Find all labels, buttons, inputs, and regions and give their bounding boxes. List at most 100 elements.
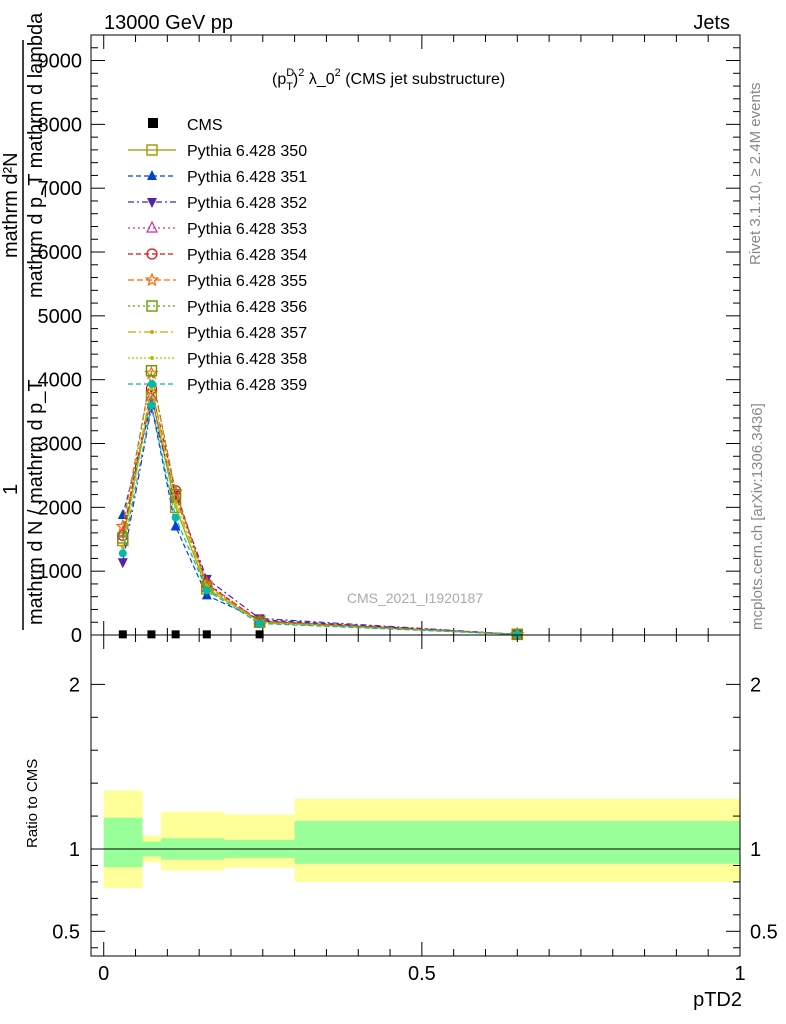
ratio-y-tick-label: 2	[69, 674, 80, 696]
main-y-axis: 0 1000 2000 3000 4000 5000 6000 7000 8000 9000	[38, 34, 740, 647]
ylabel-denominator: mathrm d N / mathrm d p_T	[25, 379, 47, 625]
main-y-tick-label: 0	[71, 625, 82, 647]
legend-marker-350	[146, 144, 158, 156]
legend-marker-352	[147, 198, 157, 208]
ratio-y-tick-label: 1	[69, 839, 80, 861]
legend-label-354: Pythia 6.428 354	[187, 247, 307, 264]
ratio-bands	[103, 790, 740, 888]
legend-label-358: Pythia 6.428 358	[187, 351, 307, 368]
legend-marker-cms	[148, 118, 158, 128]
series-line-358	[122, 387, 518, 635]
legend-marker-359	[148, 380, 156, 388]
main-y-tick-label: 7000	[38, 178, 83, 200]
cms-data-point	[202, 630, 211, 639]
legend-label-357: Pythia 6.428 357	[187, 325, 307, 342]
main-y-tick-label: 2000	[38, 497, 83, 519]
series-point-359	[171, 513, 180, 522]
title-sup-d: D	[286, 67, 294, 79]
legend-label-355: Pythia 6.428 355	[187, 273, 307, 290]
series-point-359	[202, 586, 211, 595]
series-line-351	[122, 405, 518, 635]
legend-label-351: Pythia 6.428 351	[187, 169, 307, 186]
series-line-359	[122, 405, 518, 635]
series-line-356	[122, 370, 518, 635]
title-sup-2: 2	[298, 67, 304, 79]
legend-marker-356	[146, 300, 158, 312]
series-point-359	[118, 549, 127, 558]
x-tick-label: 1	[734, 963, 745, 985]
main-y-tick-label: 1000	[38, 561, 83, 583]
ratio-x-axis: 0 0.5 1	[98, 635, 746, 985]
series-point-351	[201, 589, 212, 600]
legend-marker-353	[146, 220, 158, 233]
series-point-359	[147, 401, 156, 410]
x-tick-label: 0	[98, 963, 109, 985]
series-point-351	[170, 520, 181, 531]
ylabel-one: 1	[0, 484, 22, 495]
main-y-tick-label: 3000	[38, 434, 83, 456]
main-y-tick-label: 6000	[38, 242, 83, 264]
x-tick-label: 0.5	[408, 963, 436, 985]
legend-label-353: Pythia 6.428 353	[187, 221, 307, 238]
cms-data-point	[118, 630, 127, 639]
ratio-frame	[90, 634, 741, 957]
title-lambda: λ_0	[304, 71, 334, 88]
cms-data-point	[147, 630, 156, 639]
title-part-1: (p	[272, 71, 286, 88]
main-y-tick-label: 8000	[38, 114, 83, 136]
ratio-band-inner	[294, 821, 740, 864]
legend-marker-355	[144, 272, 160, 287]
series-point-358	[173, 504, 178, 509]
series-point-359	[255, 619, 264, 628]
ratio-panel: 0.5 0.51 12 2 0 0.5 1 Ratio to CMS pTD2	[24, 634, 778, 1011]
main-y-tick-label: 5000	[38, 306, 83, 328]
main-title: (pD T)2 λ_02 (CMS jet substructure)	[272, 67, 505, 93]
legend-label-350: Pythia 6.428 350	[187, 143, 307, 160]
ratio-y-tick-label-right: 2	[750, 674, 761, 696]
cms-data-point	[255, 630, 264, 639]
series-line-353	[122, 396, 518, 635]
series-point-351	[117, 509, 128, 519]
x-axis-label: pTD2	[693, 989, 742, 1011]
ratio-band-inner	[103, 817, 143, 868]
legend-marker-354	[146, 248, 158, 260]
legend-marker-351	[147, 170, 157, 180]
title-sub-t: T	[286, 81, 293, 93]
rivet-label: Rivet 3.1.10, ≥ 2.4M events	[747, 83, 764, 266]
title-tail: (CMS jet substructure)	[341, 71, 505, 88]
legend-label-356: Pythia 6.428 356	[187, 299, 307, 316]
main-panel: 0 1000 2000 3000 4000 5000 6000 7000 8000 9000 CM…	[0, 12, 741, 647]
series-point-356	[117, 532, 129, 544]
header-left: 13000 GeV pp	[104, 12, 233, 34]
title-sup-2b: 2	[335, 67, 341, 79]
legend-marker-358	[150, 356, 154, 360]
main-y-label: mathrm d²N mathrm d p_T mathrm d lambda …	[0, 12, 47, 630]
ratio-y-axis: 0.5 0.5 1 1 2 2	[52, 674, 778, 949]
series-point-353	[145, 388, 158, 401]
main-y-tick-label: 4000	[38, 370, 83, 392]
main-y-tick-label: 9000	[38, 51, 83, 73]
cms-data-point	[171, 630, 180, 639]
ratio-y-tick-label-right: 0.5	[750, 921, 778, 943]
legend-label-352: Pythia 6.428 352	[187, 195, 307, 212]
series-point-352	[117, 558, 128, 569]
header-right: Jets	[693, 12, 730, 34]
ratio-y-tick-label-right: 1	[750, 839, 761, 861]
main-x-ticks	[103, 35, 741, 635]
legend-label-359: Pythia 6.428 359	[187, 377, 307, 394]
legend: CMS Pythia 6.428 350 Pythia 6.428 351 Pythi…	[128, 117, 307, 394]
series-layer	[115, 365, 525, 641]
mcplots-label: mcplots.cern.ch [arXiv:1306.3436]	[749, 403, 766, 630]
title-close-paren: )	[293, 71, 298, 88]
series-line-352	[122, 407, 518, 635]
ylabel-numerator: mathrm d²N	[0, 152, 22, 258]
ylabel-numerator-denominator: mathrm d p_T mathrm d lambda	[25, 12, 47, 298]
series-point-359	[513, 630, 522, 639]
watermark: CMS_2021_I1920187	[347, 590, 483, 606]
legend-label-cms: CMS	[187, 117, 223, 134]
ratio-y-tick-label: 0.5	[52, 921, 80, 943]
legend-marker-357	[150, 330, 154, 334]
series-point-356	[145, 365, 158, 377]
ratio-y-label: Ratio to CMS	[24, 759, 41, 848]
